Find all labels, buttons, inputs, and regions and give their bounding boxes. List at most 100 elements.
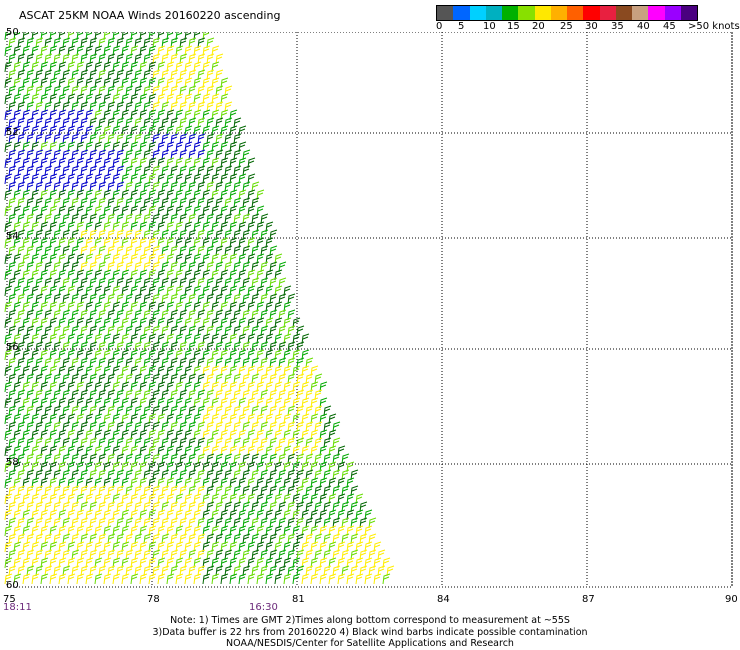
wind-barb [328,557,337,569]
wind-barb [80,229,89,241]
wind-barb [67,493,76,505]
wind-barb [121,557,130,569]
wind-barb [197,149,206,161]
wind-barb [8,469,17,481]
wind-barb [148,285,157,297]
wind-barb [161,501,170,513]
wind-barb [112,365,121,377]
wind-speed-color-scale [436,5,698,21]
wind-barb [193,301,202,313]
wind-barb [125,325,134,337]
wind-barb [40,525,49,537]
scale-swatch [550,6,567,20]
wind-barb [206,85,215,97]
wind-barb [179,101,188,113]
wind-barb [211,45,220,57]
wind-barb [166,477,175,489]
wind-barb [134,213,143,225]
wind-barb [359,533,368,545]
wind-barb [139,93,148,105]
wind-barb [98,53,107,65]
footnote: Note: 1) Times are GMT 2)Times along bot… [0,615,740,650]
wind-barb [89,37,98,49]
wind-barb [139,429,148,441]
wind-barb [4,125,13,137]
wind-barb [175,141,184,153]
wind-barb [112,445,121,457]
wind-barb [71,565,80,577]
wind-barb [314,549,323,561]
wind-barb [49,301,58,313]
scale-label: 45 [663,21,676,32]
wind-barb [13,157,22,169]
wind-barb [13,557,22,569]
wind-barb [143,389,152,401]
wind-barb [233,117,242,129]
wind-barb [170,181,179,193]
wind-barb [26,309,35,321]
lat-label-60: 60 [6,580,19,591]
wind-barb [22,141,31,153]
wind-barb [319,573,328,585]
wind-barb [283,445,292,457]
wind-barb [107,37,116,49]
wind-barb [67,365,76,377]
wind-barb [134,85,143,97]
wind-barb [13,461,22,473]
wind-barb [274,397,283,409]
wind-barb [53,501,62,513]
wind-barb [193,317,202,329]
wind-barb [4,221,13,233]
wind-barb [67,541,76,553]
scale-swatch [632,6,649,20]
wind-barb [58,285,67,297]
wind-barb [170,101,179,113]
wind-barb [98,405,107,417]
wind-barb [166,525,175,537]
wind-barb [229,253,238,265]
wind-barb [247,381,256,393]
scale-label: >50 knots [688,21,740,32]
wind-barb [53,293,62,305]
wind-barb [247,429,256,441]
wind-barb [179,341,188,353]
wind-barb [184,32,192,41]
wind-barb [85,45,94,57]
wind-barb [373,557,382,569]
wind-barb [202,381,211,393]
wind-barb [62,53,71,65]
wind-barb [238,157,247,169]
wind-barb [323,453,332,465]
wind-barb [130,141,139,153]
wind-barb [8,149,17,161]
wind-barb [44,197,53,209]
wind-barb [143,325,152,337]
wind-barb [71,245,80,257]
wind-barb [202,397,211,409]
wind-barb [121,509,130,521]
wind-barb [85,349,94,361]
wind-barb [256,461,265,473]
scale-swatch [664,6,681,20]
wind-barb [247,573,256,585]
wind-barb [215,421,224,433]
wind-barb [26,117,35,129]
wind-barb [44,277,53,289]
wind-barb [170,357,179,369]
wind-barb [17,37,26,49]
wind-barb [58,109,67,121]
wind-barb [260,485,269,497]
wind-barb [274,477,283,489]
wind-barb [62,85,71,97]
wind-barb [278,373,287,385]
wind-barb [287,565,296,577]
wind-barb [269,261,278,273]
wind-barb [98,469,107,481]
wind-barb [125,501,134,513]
wind-barb [256,333,265,345]
wind-barb [80,197,89,209]
wind-barb [4,285,13,297]
wind-barb [107,421,116,433]
wind-barb [274,509,283,521]
wind-barb [233,549,242,561]
